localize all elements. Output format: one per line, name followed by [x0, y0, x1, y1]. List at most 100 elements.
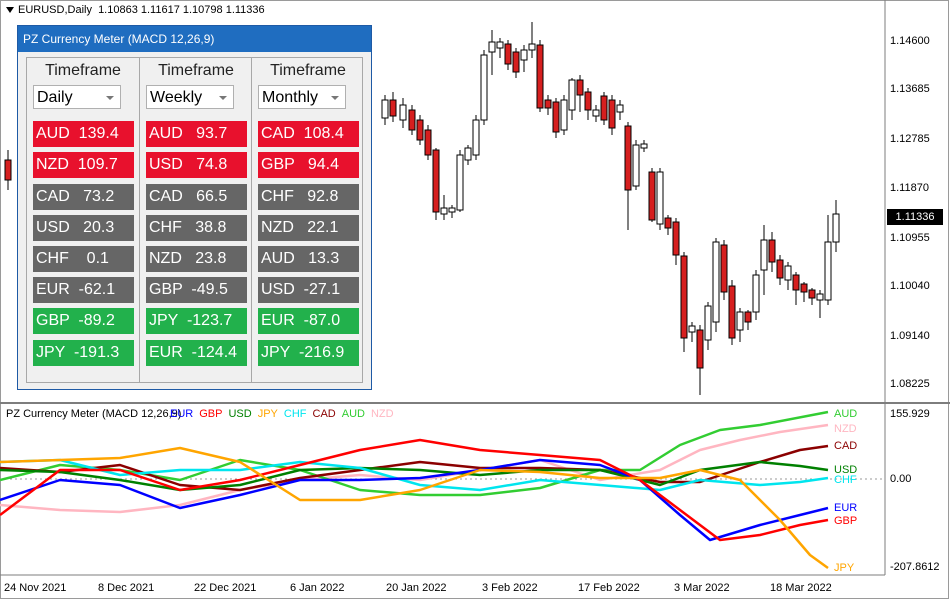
candle-body [640, 143, 648, 149]
currency-strength-line [0, 458, 829, 492]
legend-item: EUR [170, 408, 194, 420]
candle-body [648, 171, 656, 221]
currency-strength-cell: GBP 94.4 [258, 152, 359, 178]
panel-titlebar[interactable]: PZ Currency Meter (MACD 12,26,9) [18, 26, 371, 52]
line-end-tag: CAD [834, 440, 858, 452]
currency-strength-cell: CHF 92.8 [258, 184, 359, 210]
candle-body [440, 207, 448, 215]
timeframe-column-3: Timeframe Monthly CAD 108.4 GBP 94.4 CHF 92.… [251, 58, 364, 382]
chart-title: EURUSD,Daily 1.10863 1.11617 1.10798 1.1… [6, 2, 265, 18]
line-end-tag: GBP [834, 515, 858, 527]
candle-body [432, 149, 440, 213]
current-price-label: 1.11336 [887, 209, 943, 225]
chevron-down-icon[interactable] [331, 96, 339, 100]
candle-body [736, 311, 744, 331]
legend-item: GBP [199, 408, 223, 420]
date-tick-label: 6 Jan 2022 [290, 582, 345, 594]
candle-body [520, 49, 528, 61]
candle-body [824, 241, 832, 301]
line-end-tag: NZD [834, 423, 857, 435]
currency-strength-line [0, 460, 829, 492]
candlestick-series [4, 22, 840, 395]
price-tick-label: 1.11870 [890, 182, 929, 194]
legend-item: USD [228, 408, 252, 420]
date-tick-label: 18 Mar 2022 [770, 582, 832, 594]
indicator-legend: EUR GBP USD JPY CHF CAD AUD NZD [170, 408, 394, 420]
chevron-down-icon[interactable] [106, 96, 114, 100]
date-tick-label: 22 Dec 2021 [194, 582, 257, 594]
currency-strength-cell: NZD 22.1 [258, 215, 359, 241]
line-end-tag: EUR [834, 502, 858, 514]
date-tick-label: 17 Feb 2022 [578, 582, 640, 594]
candle-body [464, 147, 472, 161]
candle-body [544, 99, 552, 109]
candle-body [816, 293, 824, 301]
candle-body [808, 289, 816, 299]
currency-strength-cell: GBP -49.5 [146, 277, 247, 303]
currency-strength-cell: USD 74.8 [146, 152, 247, 178]
date-tick-label: 20 Jan 2022 [386, 582, 447, 594]
candle-body [632, 144, 640, 187]
candle-body [712, 241, 720, 323]
currency-strength-cell: CAD 66.5 [146, 184, 247, 210]
currency-strength-cell: USD -27.1 [258, 277, 359, 303]
candle-body [776, 259, 784, 279]
candle-body [568, 79, 576, 111]
pane-divider[interactable] [0, 402, 950, 404]
candle-body [512, 51, 520, 73]
candle-body [552, 101, 560, 133]
chevron-down-icon[interactable] [219, 96, 227, 100]
panel-body: Timeframe Daily AUD 139.4 NZD 109.7 CAD 73.2… [26, 57, 363, 383]
currency-strength-cell: NZD 109.7 [33, 152, 134, 178]
legend-item: CHF [283, 408, 307, 420]
currency-strength-cell: CHF 0.1 [33, 246, 134, 272]
timeframe-select[interactable]: Daily [33, 85, 121, 109]
candle-body [744, 311, 752, 323]
line-end-tag: JPY [834, 562, 855, 574]
candle-body [488, 41, 496, 53]
candle-body [504, 43, 512, 65]
candle-body [696, 329, 704, 369]
candle-body [784, 265, 792, 281]
candle-body [4, 159, 12, 181]
candle-body [688, 325, 696, 333]
currency-strength-cell: CAD 108.4 [258, 121, 359, 147]
candle-body [576, 79, 584, 96]
currency-strength-cell: CHF 38.8 [146, 215, 247, 241]
dropdown-triangle-icon[interactable] [6, 7, 14, 13]
timeframe-select-value: Daily [37, 89, 73, 106]
timeframe-select[interactable]: Weekly [146, 85, 234, 109]
currency-strength-cell: EUR -87.0 [258, 308, 359, 334]
line-end-tag: AUD [834, 408, 858, 420]
indicator-tick-label: 0.00 [890, 473, 912, 485]
candle-body [752, 274, 760, 313]
candle-body [800, 283, 808, 293]
candle-body [389, 99, 397, 117]
legend-item: NZD [370, 408, 394, 420]
candle-body [584, 91, 592, 111]
candle-body [616, 104, 624, 113]
currency-strength-line [0, 438, 829, 542]
indicator-lines [0, 410, 829, 570]
currency-strength-cell: AUD 93.7 [146, 121, 247, 147]
date-tick-label: 24 Nov 2021 [4, 582, 67, 594]
price-tick-label: 1.08225 [890, 378, 930, 390]
timeframe-select[interactable]: Monthly [258, 85, 346, 109]
timeframe-header: Timeframe [158, 62, 234, 79]
pz-currency-meter-panel[interactable]: PZ Currency Meter (MACD 12,26,9) Timefra… [17, 25, 372, 390]
price-tick-label: 1.10955 [890, 232, 930, 244]
candle-body [408, 109, 416, 131]
chart-title-text: EURUSD,Daily 1.10863 1.11617 1.10798 1.1… [18, 4, 265, 16]
timeframe-column-1: Timeframe Daily AUD 139.4 NZD 109.7 CAD 73.2… [27, 58, 139, 382]
candle-body [704, 305, 712, 341]
currency-strength-cell: GBP -89.2 [33, 308, 134, 334]
indicator-tick-label: -207.8612 [890, 561, 940, 573]
currency-strength-cell: NZD 23.8 [146, 246, 247, 272]
currency-strength-cell: JPY -216.9 [258, 340, 359, 366]
line-end-tag: USD [834, 464, 858, 476]
candle-body [399, 104, 407, 121]
candle-body [728, 285, 736, 339]
currency-strength-line [0, 446, 829, 570]
currency-strength-line [0, 444, 829, 492]
